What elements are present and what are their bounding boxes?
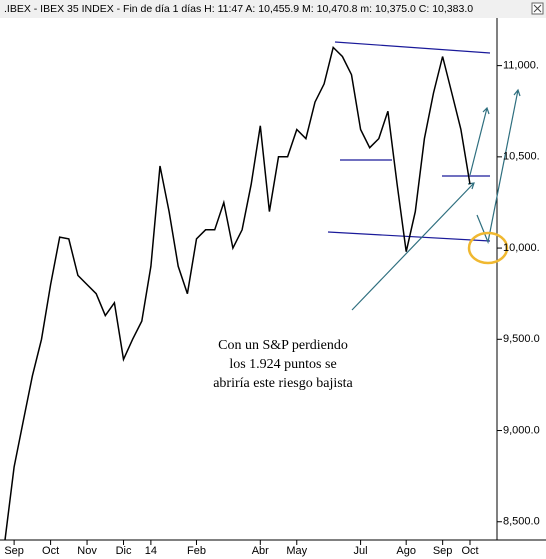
x-tick-label: Ago (396, 545, 416, 557)
x-tick-label: Oct (461, 545, 478, 557)
x-tick-label: Abr (252, 545, 269, 557)
price-line (4, 45, 471, 541)
annotation: abriría este riesgo bajista (213, 376, 353, 391)
x-tick-label: Jul (354, 545, 368, 557)
close-icon (533, 4, 542, 13)
x-tick-label: Sep (433, 545, 453, 557)
highlight-circle (467, 231, 509, 265)
x-tick-label: Dic (116, 545, 132, 557)
y-tick-label: 9,000.0 (503, 424, 540, 436)
y-tick-label: 9,500.0 (503, 333, 540, 345)
y-tick-label: 10,000. (503, 242, 540, 254)
x-tick-label: Nov (77, 545, 97, 557)
y-tick-label: 8,500.0 (503, 516, 540, 528)
arrows (351, 88, 521, 311)
y-tick-label: 11,000. (503, 60, 539, 72)
x-tick-label: Sep (4, 545, 24, 557)
annotation: Con un S&P perdiendo (218, 338, 348, 353)
x-tick-label: Oct (42, 545, 59, 557)
x-tick-label: May (286, 545, 307, 557)
x-tick-label: 14 (145, 545, 157, 557)
x-tick-label: Feb (187, 545, 206, 557)
y-tick-label: 10,500. (503, 151, 540, 163)
chart-title: .IBEX - IBEX 35 INDEX - Fin de día 1 día… (4, 3, 473, 15)
title-bar (0, 0, 546, 18)
annotation: los 1.924 puntos se (229, 357, 336, 372)
